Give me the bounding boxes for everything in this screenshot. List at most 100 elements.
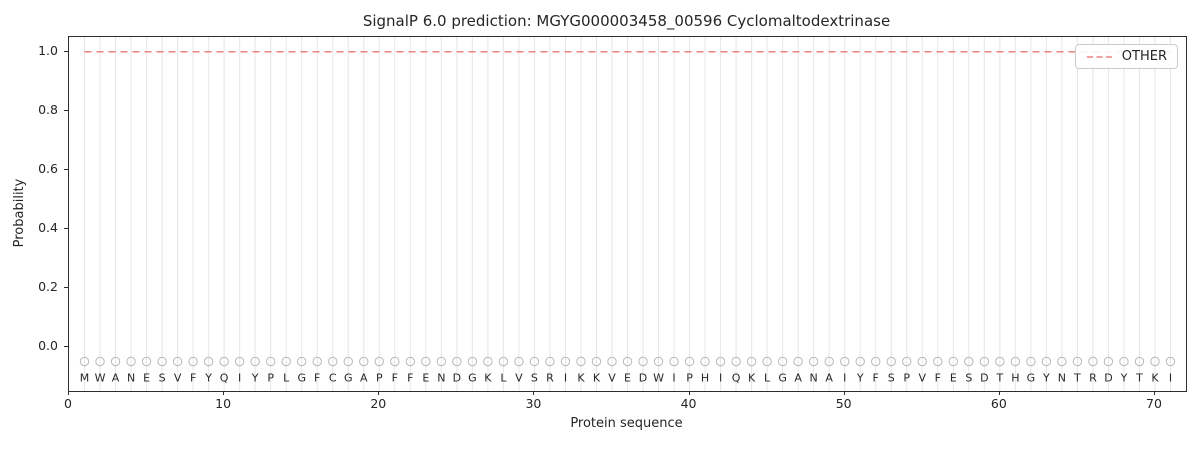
residue-marker-icon	[591, 356, 602, 367]
residue-letter: L	[500, 372, 507, 385]
residue-marker-icon	[250, 356, 260, 367]
residue-letter: K	[577, 372, 585, 385]
residue-marker-icon	[1165, 356, 1176, 367]
residue-letter: D	[980, 372, 988, 385]
residue-marker-icon	[141, 356, 152, 367]
residue-letter: N	[810, 372, 818, 385]
residue-marker-icon	[964, 356, 974, 367]
residue-marker-icon	[421, 356, 431, 367]
residue-marker-icon	[95, 356, 105, 367]
residue-letter: T	[1073, 372, 1081, 385]
y-tick-label: 1.0	[38, 42, 58, 58]
residue-letter: I	[238, 372, 241, 385]
residue-letter: K	[1151, 372, 1159, 385]
residue-letter: K	[484, 372, 492, 385]
residue-marker-icon	[622, 356, 633, 367]
residue-marker-icon	[995, 356, 1005, 367]
residue-letter: A	[794, 372, 802, 385]
residue-marker-icon	[297, 356, 307, 367]
residue-letter: G	[468, 372, 477, 385]
residue-marker-icon	[793, 356, 803, 367]
residue-marker-icon	[1057, 356, 1067, 367]
residue-letter: L	[764, 372, 771, 385]
residue-marker-icon	[390, 356, 400, 367]
residue-letter: N	[437, 372, 445, 385]
x-tick-label: 60	[990, 396, 1007, 411]
legend-label-other: OTHER	[1121, 49, 1167, 64]
residue-marker-icon	[452, 356, 462, 367]
y-tick-mark	[64, 286, 68, 288]
residue-letter: W	[95, 372, 106, 385]
residue-marker-icon	[715, 356, 726, 367]
residue-letter: E	[624, 372, 631, 385]
residue-letter: T	[995, 372, 1003, 385]
residue-letter: G	[297, 372, 306, 385]
residue-marker-icon	[126, 356, 136, 367]
residue-marker-icon	[871, 356, 881, 367]
residue-marker-icon	[731, 356, 741, 367]
y-tick-mark	[64, 227, 68, 229]
legend: OTHER	[1074, 44, 1178, 69]
x-tick-mark	[378, 391, 380, 395]
residue-letter: I	[843, 372, 846, 385]
y-tick-mark	[64, 109, 68, 111]
residue-marker-icon	[343, 356, 353, 367]
residue-letter: N	[1058, 372, 1066, 385]
residue-letter: Y	[856, 372, 864, 385]
residue-marker-icon	[467, 356, 478, 367]
residue-letter: Q	[732, 372, 741, 385]
residue-letter: R	[546, 372, 554, 385]
residue-letter: F	[407, 372, 413, 385]
residue-letter: V	[918, 372, 926, 385]
y-tick-label: 0.6	[38, 160, 58, 176]
x-tick-label: 30	[525, 396, 542, 411]
residue-marker-icon	[638, 356, 648, 367]
residue-letter: D	[639, 372, 647, 385]
x-tick-label: 70	[1146, 396, 1162, 411]
x-tick-mark	[68, 391, 69, 395]
residue-letter: S	[965, 372, 972, 385]
residue-marker-icon	[188, 356, 198, 367]
residue-marker-icon	[1119, 356, 1129, 367]
x-tick-label: 40	[680, 396, 697, 411]
residue-marker-icon	[219, 356, 229, 367]
chart-title: SignalP 6.0 prediction: MGYG000003458_00…	[362, 12, 891, 30]
residue-letter: Y	[251, 372, 259, 385]
y-tick-mark	[64, 345, 68, 347]
residue-marker-icon	[328, 356, 338, 367]
residue-marker-icon	[312, 356, 322, 367]
x-tick-label: 10	[215, 396, 232, 411]
residue-marker-icon	[653, 356, 664, 367]
residue-marker-icon	[498, 356, 509, 367]
residue-marker-icon	[1041, 356, 1052, 367]
residue-letter: S	[888, 372, 895, 385]
residue-marker-icon	[902, 356, 912, 367]
residue-marker-icon	[746, 356, 757, 367]
residue-marker-icon	[79, 356, 90, 367]
x-tick-mark	[223, 391, 225, 395]
residue-letter: R	[1089, 372, 1097, 385]
residue-marker-icon	[483, 356, 493, 367]
y-tick-label: 0.2	[38, 278, 58, 294]
residue-letter: M	[80, 372, 90, 385]
residue-marker-icon	[1072, 356, 1083, 367]
x-tick-label: 20	[370, 396, 387, 411]
residue-marker-icon	[576, 356, 586, 367]
residue-marker-icon	[1103, 356, 1114, 367]
x-tick-mark	[1153, 391, 1155, 395]
residue-marker-icon	[762, 356, 772, 367]
residue-marker-icon	[234, 356, 245, 367]
residue-letter: Y	[204, 372, 212, 385]
residue-marker-icon	[1026, 356, 1036, 367]
residue-marker-icon	[948, 356, 958, 367]
residue-letter: L	[283, 372, 290, 385]
y-tick-mark	[64, 50, 68, 52]
residue-letter: I	[672, 372, 675, 385]
residue-marker-icon	[1088, 356, 1098, 367]
residue-marker-icon	[374, 356, 384, 367]
residue-letter: F	[190, 372, 196, 385]
residue-letter: E	[950, 372, 957, 385]
residue-marker-icon	[265, 356, 276, 367]
legend-dashed-line-icon	[1086, 55, 1113, 58]
